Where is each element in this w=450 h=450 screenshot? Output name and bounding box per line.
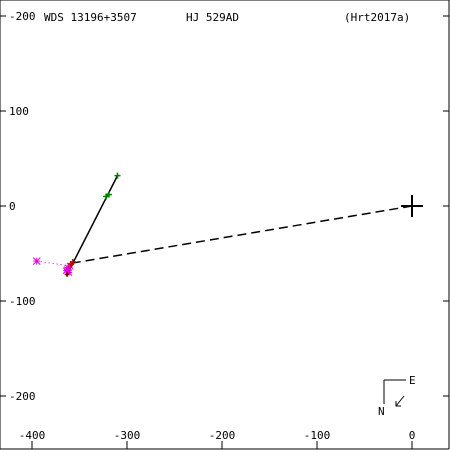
x-tick-label: -400 [19,429,46,442]
motion-arrow-head [395,401,401,407]
magenta-point [63,266,71,274]
discoverer-label: HJ 529AD [186,11,239,24]
green-point [114,172,121,179]
green-point [105,191,112,198]
magenta-outlier-point [32,257,41,265]
y-tick-label: -200 [9,390,36,403]
data-marks [32,172,423,277]
y-tick-label: -100 [9,295,36,308]
primary-star-marker [401,195,423,217]
magenta-outlier-point-d2 [32,257,41,265]
y-tick-label: 0 [9,200,16,213]
compass-east-label: E [409,374,416,387]
x-tick-label: -300 [114,429,141,442]
axis-ticks: -400 -300 -200 -100 0 -200 100 0 -100 -200 [0,10,449,449]
y-tick-label: 100 [9,105,29,118]
x-tick-label: -200 [209,429,236,442]
motion-arrow-shaft [395,395,405,407]
separation-dashed-line [72,205,413,264]
red-point [67,260,74,267]
compass: E N [378,374,416,418]
reference-label: (Hrt2017a) [344,11,410,24]
x-tick-label: 0 [409,429,416,442]
magenta-dotted-link [36,260,71,267]
system-label: WDS 13196+3507 [44,11,137,24]
x-tick-label: -100 [304,429,331,442]
y-tick-label: -200 [9,10,36,23]
path-end-point [64,271,70,277]
magenta-point-d2 [63,266,71,274]
compass-north-label: N [378,405,385,418]
